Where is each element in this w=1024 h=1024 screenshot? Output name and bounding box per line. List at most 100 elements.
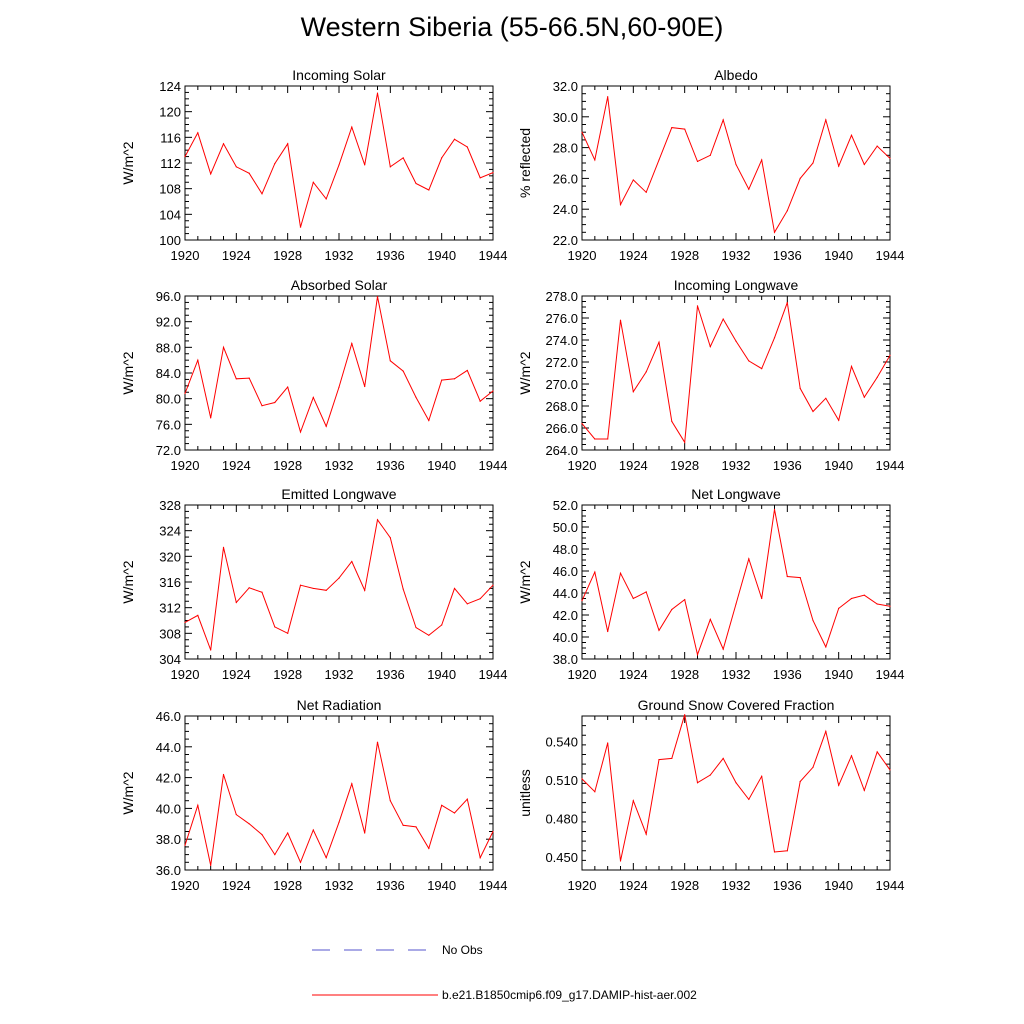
data-point (722, 318, 724, 320)
data-point (299, 226, 302, 228)
y-tick-label: 44.0 (553, 586, 578, 601)
data-point (274, 163, 276, 165)
data-point (453, 587, 456, 590)
x-tick-label: 1928 (670, 667, 699, 682)
y-tick-label: 308 (159, 626, 181, 641)
data-point (184, 392, 186, 395)
data-point (492, 830, 494, 833)
panel-title: Absorbed Solar (291, 277, 388, 293)
y-tick-label: 42.0 (553, 608, 578, 623)
x-tick-label: 1932 (325, 878, 354, 893)
y-tick-label: 0.510 (545, 773, 578, 788)
data-point (684, 714, 686, 716)
data-point (428, 847, 430, 850)
data-point (338, 821, 340, 823)
x-tick-label: 1932 (325, 458, 354, 473)
data-point (299, 861, 302, 863)
data-point (222, 346, 225, 348)
data-point (492, 584, 494, 586)
data-point (748, 360, 750, 362)
data-point (312, 181, 314, 183)
data-point (492, 172, 494, 174)
data-point (876, 603, 878, 605)
x-tick-label: 1928 (670, 248, 699, 263)
x-tick-label: 1924 (619, 667, 648, 682)
y-tick-label: 38.0 (553, 652, 578, 667)
data-point (248, 823, 250, 825)
data-point (812, 162, 814, 164)
data-point (889, 157, 891, 159)
data-point (863, 163, 865, 166)
y-tick-label: 84.0 (156, 366, 181, 381)
data-point (696, 305, 699, 307)
data-point (696, 654, 699, 656)
x-tick-label: 1928 (670, 878, 699, 893)
data-point (607, 96, 609, 98)
data-point (287, 143, 289, 145)
data-point (761, 368, 763, 370)
y-tick-label: 52.0 (553, 498, 578, 513)
data-point (671, 757, 673, 759)
data-point (786, 210, 788, 212)
data-point (850, 755, 853, 757)
data-point (786, 302, 788, 304)
data-point (299, 431, 302, 433)
data-point (415, 182, 417, 185)
data-point (222, 143, 225, 145)
y-axis-label: unitless (517, 769, 533, 816)
data-point (799, 387, 801, 389)
y-tick-label: 24.0 (553, 202, 578, 217)
y-tick-label: 316 (159, 575, 181, 590)
data-point (594, 438, 596, 440)
data-point (632, 800, 634, 802)
chart-panel: 1920 1924 1928 1932 1936 1940 1944 0.450 0.480 0.… (517, 697, 904, 893)
x-tick-label: 1936 (376, 458, 405, 473)
data-point (594, 571, 596, 573)
x-tick-label: 1932 (325, 248, 354, 263)
data-point (722, 757, 724, 759)
x-tick-label: 1940 (824, 667, 853, 682)
data-point (402, 588, 404, 590)
data-point (581, 600, 583, 602)
data-point (850, 597, 853, 600)
chart-panel: 1920 1924 1928 1932 1936 1940 1944 304 308 312 316… (120, 486, 507, 682)
data-point (619, 203, 622, 206)
chart-panels: 1920 1924 1928 1932 1936 1940 1944 100 104 108 112… (120, 67, 904, 893)
data-point (248, 377, 250, 379)
y-tick-label: 100 (159, 233, 181, 248)
data-point (197, 359, 199, 361)
data-point (735, 340, 737, 342)
data-point (773, 508, 776, 510)
data-point (441, 157, 443, 159)
data-point (453, 812, 456, 814)
data-point (594, 791, 596, 793)
data-point (376, 92, 379, 94)
x-tick-label: 1924 (222, 248, 251, 263)
data-point (364, 164, 366, 166)
y-tick-label: 40.0 (156, 801, 181, 816)
data-point (748, 798, 750, 801)
data-point (466, 146, 468, 148)
data-point (338, 577, 340, 579)
plot-frame (581, 295, 891, 451)
legend: No Obs b.e21.B1850cmip6.f09_g17.DAMIP-hi… (312, 943, 697, 1002)
y-tick-label: 266.0 (545, 421, 578, 436)
x-tick-label: 1944 (876, 667, 905, 682)
series-line (581, 509, 891, 657)
data-point (299, 584, 302, 586)
data-point (786, 850, 788, 852)
y-tick-label: 320 (159, 549, 181, 564)
y-axis-label: W/m^2 (120, 560, 136, 603)
legend-obs-label: No Obs (442, 943, 483, 957)
x-tick-label: 1940 (427, 458, 456, 473)
x-tick-label: 1932 (325, 667, 354, 682)
data-point (210, 864, 212, 866)
data-point (210, 173, 212, 175)
data-point (325, 425, 327, 427)
y-tick-label: 274.0 (545, 333, 578, 348)
data-point (838, 607, 840, 610)
chart-panel: 1920 1924 1928 1932 1936 1940 1944 72.0 76.0 80.0… (120, 277, 507, 473)
y-axis-label: W/m^2 (120, 141, 136, 184)
y-tick-label: 278.0 (545, 289, 578, 304)
y-tick-label: 0.540 (545, 735, 578, 750)
